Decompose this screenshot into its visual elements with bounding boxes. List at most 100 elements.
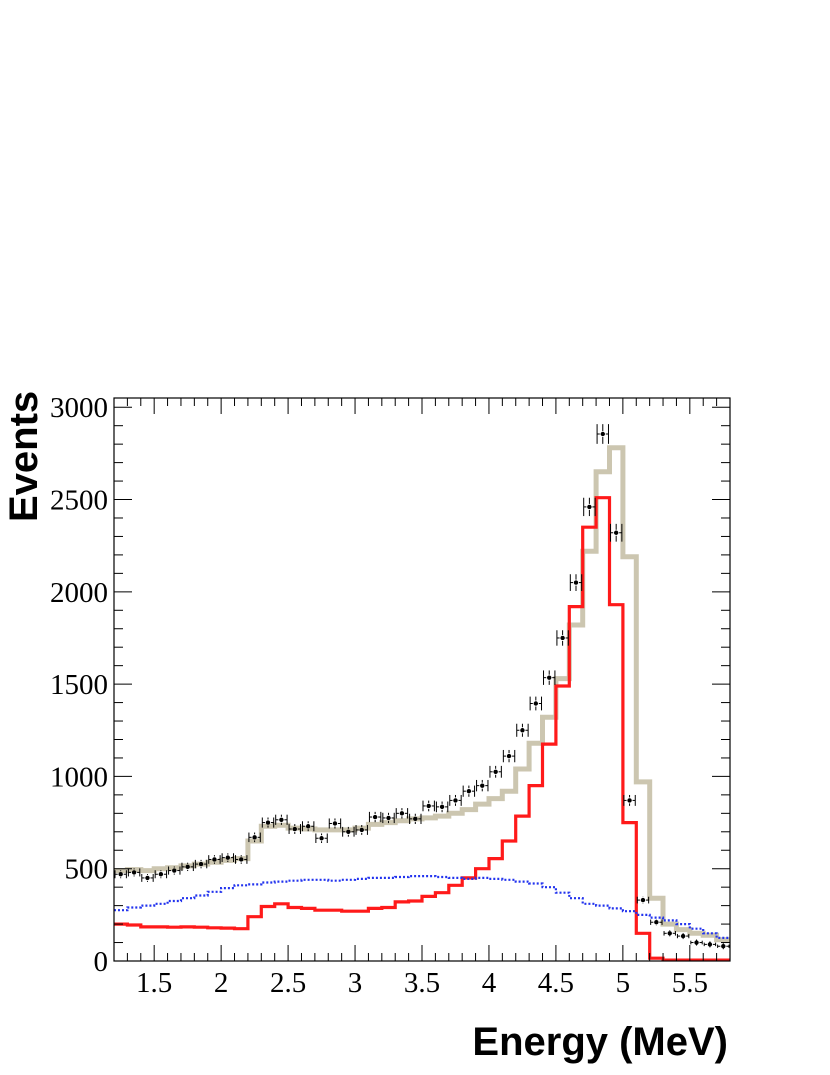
data-point-marker	[493, 769, 498, 774]
data-point	[422, 800, 435, 812]
data-point-marker	[506, 753, 512, 759]
data-point-marker	[680, 933, 686, 939]
data-point-marker	[372, 814, 378, 820]
x-tick-label: 3	[348, 967, 363, 999]
axes: 1.5 2 2.5 3 3.5 4 4.5 5 5.5 0 500 1000 1500 2000 2500 3…	[50, 392, 731, 999]
data-point-marker	[413, 816, 418, 822]
data-point	[382, 812, 395, 824]
data-point-marker	[319, 836, 324, 841]
data-point-marker	[694, 940, 699, 945]
data-point-marker	[587, 504, 592, 510]
data-points	[114, 424, 730, 950]
data-point-marker	[185, 864, 190, 870]
x-axis-title: Energy (MeV)	[472, 1020, 728, 1064]
data-point-marker	[198, 861, 204, 867]
data-point	[114, 870, 127, 879]
data-point	[623, 794, 636, 806]
data-point-marker	[439, 804, 445, 810]
x-tick-label: 4	[482, 967, 497, 999]
series-background-line	[114, 875, 730, 939]
data-point	[275, 814, 288, 825]
data-point	[395, 808, 409, 819]
data-point	[676, 933, 690, 940]
series-total-fit-line	[114, 445, 730, 943]
data-point	[261, 817, 275, 828]
data-point-marker	[292, 826, 297, 832]
data-point-marker	[707, 942, 713, 947]
y-tick-label: 1000	[50, 761, 108, 793]
data-point	[609, 523, 623, 542]
data-point	[462, 785, 476, 797]
data-point	[703, 941, 717, 948]
data-point-marker	[332, 821, 338, 826]
data-point-marker	[520, 728, 525, 733]
data-point-marker	[466, 788, 472, 794]
y-tick-label: 0	[94, 946, 109, 978]
y-tick-label: 1500	[50, 669, 108, 701]
histogram-curves	[114, 424, 730, 961]
data-point-marker	[172, 868, 177, 873]
data-point	[543, 670, 556, 685]
data-point-marker	[225, 855, 231, 860]
x-tick-label: 5	[616, 967, 631, 999]
data-point	[368, 811, 382, 823]
data-point-marker	[158, 872, 164, 877]
data-point-marker	[533, 701, 539, 706]
data-point	[235, 855, 248, 864]
data-point	[690, 939, 703, 946]
data-point-marker	[265, 820, 271, 825]
data-point-marker	[386, 815, 391, 821]
data-point	[556, 630, 569, 646]
data-point-marker	[667, 931, 672, 936]
data-point	[288, 824, 301, 834]
plot-area	[114, 424, 730, 961]
data-point	[489, 765, 502, 778]
data-point-marker	[305, 824, 311, 829]
data-point-marker	[547, 675, 552, 680]
series-signal-line	[114, 496, 730, 961]
y-tick-label: 3000	[50, 392, 108, 424]
y-tick-label: 2000	[50, 577, 108, 609]
data-point-marker	[131, 870, 137, 875]
data-point	[248, 832, 261, 843]
data-point	[154, 870, 168, 879]
data-point	[476, 779, 489, 792]
data-point-marker	[252, 835, 257, 840]
data-point-marker	[426, 803, 431, 809]
data-point	[650, 919, 663, 926]
x-tick-label: 5.5	[672, 967, 708, 999]
data-point-marker	[640, 897, 646, 903]
data-point	[168, 866, 181, 875]
data-point	[181, 862, 194, 872]
data-point-marker	[480, 783, 485, 788]
data-point-marker	[399, 811, 405, 816]
x-tick-label: 2	[214, 967, 229, 999]
data-point	[569, 574, 583, 591]
x-tick-label: 4.5	[538, 967, 574, 999]
data-point-marker	[600, 431, 605, 437]
data-point-marker	[145, 875, 150, 881]
y-tick-label: 500	[65, 854, 109, 886]
data-point-marker	[721, 944, 726, 949]
x-tick-label: 1.5	[136, 967, 172, 999]
data-point-marker	[453, 798, 458, 803]
data-point	[435, 801, 449, 813]
data-point-marker	[279, 817, 284, 822]
data-point-marker	[346, 829, 351, 834]
data-point-marker	[212, 857, 217, 862]
data-point	[502, 749, 516, 763]
data-point	[516, 723, 529, 737]
data-point	[409, 813, 422, 824]
data-point	[663, 930, 676, 937]
data-point-marker	[573, 580, 579, 585]
data-point-marker	[560, 635, 565, 641]
data-point	[221, 853, 235, 862]
x-tick-label: 2.5	[270, 967, 306, 999]
data-point	[717, 943, 730, 950]
data-point-marker	[627, 798, 632, 803]
data-point	[194, 859, 208, 869]
data-point-marker	[613, 530, 619, 535]
data-point	[596, 424, 609, 444]
data-point	[529, 696, 543, 711]
